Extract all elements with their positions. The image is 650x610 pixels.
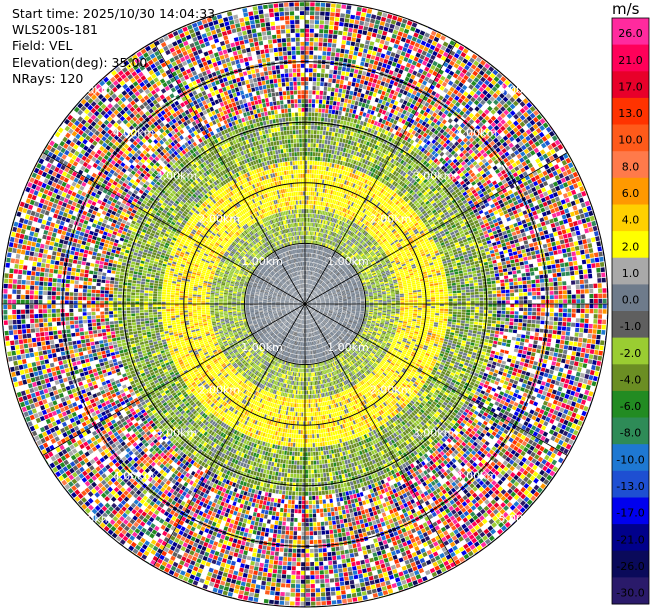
range-label: 2.00km: [199, 384, 241, 397]
range-label: 5.00km: [499, 512, 541, 525]
range-label: 1.00km: [241, 255, 283, 268]
colorbar-tick-label: -21.0: [616, 533, 644, 546]
colorbar-tick-label: 4.0: [622, 214, 640, 227]
colorbar-tick-label: -8.0: [620, 427, 641, 440]
field-text: Field: VEL: [12, 38, 215, 54]
colorbar-tick-label: -13.0: [616, 480, 644, 493]
range-label: 2.00km: [370, 384, 412, 397]
colorbar-tick-label: 26.0: [618, 27, 643, 40]
colorbar-tick-label: 6.0: [622, 187, 640, 200]
colorbar-unit: m/s: [612, 0, 639, 18]
colorbar-tick-label: -2.0: [620, 347, 641, 360]
colorbar-tick-label: -30.0: [616, 587, 644, 600]
station-text: WLS200s-181: [12, 22, 215, 38]
range-label: 2.00km: [199, 212, 241, 225]
nrays-text: NRays: 120: [12, 71, 215, 87]
range-label: 3.00km: [413, 169, 455, 182]
range-label: 3.00km: [413, 427, 455, 440]
range-label: 3.00km: [156, 427, 198, 440]
colorbar-tick-label: -10.0: [616, 453, 644, 466]
colorbar-tick-label: -6.0: [620, 400, 641, 413]
colorbar-tick-label: -1.0: [620, 320, 641, 333]
range-label: 4.00km: [113, 127, 155, 140]
range-label: 1.00km: [241, 341, 283, 354]
range-label: 3.00km: [156, 169, 198, 182]
colorbar-tick-label: 13.0: [618, 107, 643, 120]
header-info: Start time: 2025/10/30 14:04:33 WLS200s-…: [12, 6, 215, 87]
colorbar-tick-label: -4.0: [620, 374, 641, 387]
range-label: 1.00km: [327, 255, 369, 268]
colorbar-tick-label: -17.0: [616, 507, 644, 520]
range-label: 4.00km: [113, 469, 155, 482]
colorbar-tick-label: 21.0: [618, 54, 643, 67]
colorbar-tick-label: 1.0: [622, 267, 640, 280]
colorbar-tick-label: -26.0: [616, 560, 644, 573]
range-label: 5.00km: [70, 512, 112, 525]
start-time-text: Start time: 2025/10/30 14:04:33: [12, 6, 215, 22]
colorbar-tick-label: 2.0: [622, 240, 640, 253]
elevation-text: Elevation(deg): 35.00: [12, 55, 215, 71]
colorbar-tick-label: 10.0: [618, 134, 643, 147]
range-label: 4.00km: [456, 469, 498, 482]
range-label: 1.00km: [327, 341, 369, 354]
colorbar: 26.0 21.0 17.0 13.0 10.0 8.0 6.0 4.0 2.0 1.0 0.0 -1…: [612, 18, 649, 605]
colorbar-tick-label: 0.0: [622, 294, 640, 307]
range-label: 2.00km: [370, 212, 412, 225]
colorbar-tick-label: 17.0: [618, 81, 643, 94]
colorbar-tick-label: 8.0: [622, 160, 640, 173]
range-label: 4.00km: [456, 127, 498, 140]
range-label: 5.00km: [499, 84, 541, 97]
